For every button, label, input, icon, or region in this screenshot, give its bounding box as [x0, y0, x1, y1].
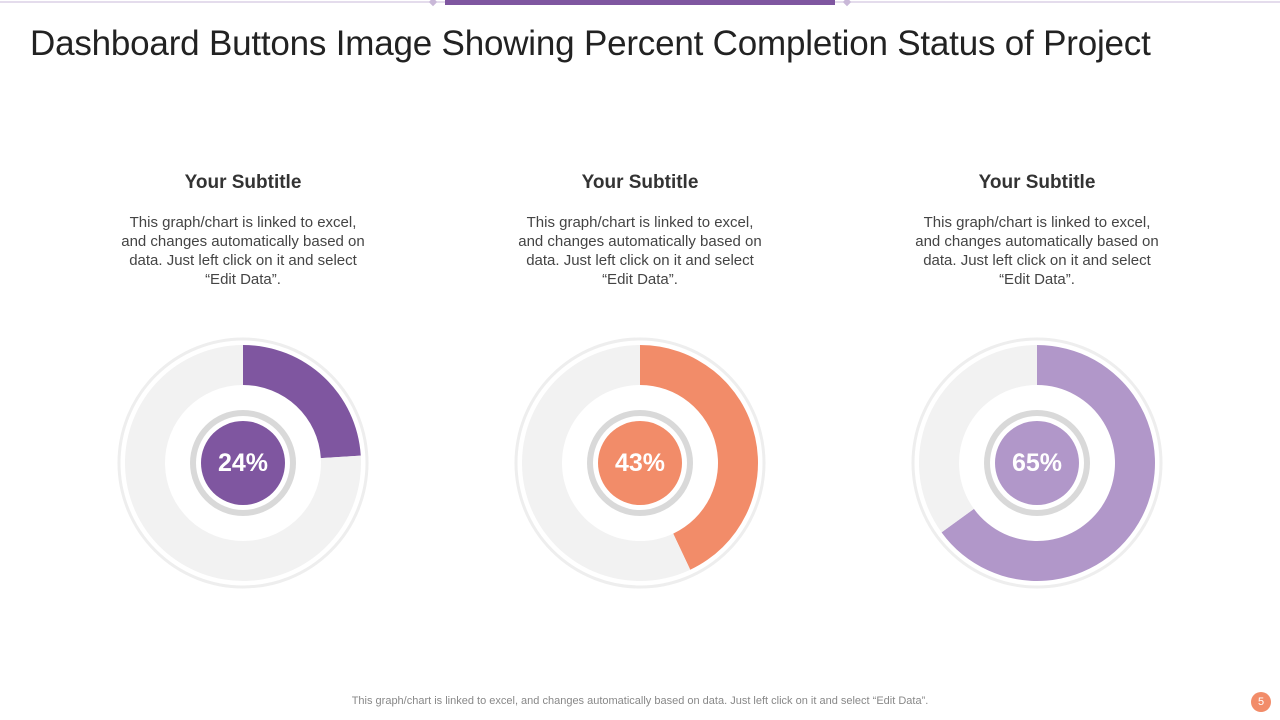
donut-segment	[522, 345, 691, 581]
center-disc	[201, 421, 285, 505]
description: This graph/chart is linked to excel, and…	[915, 214, 1159, 288]
description: This graph/chart is linked to excel, and…	[121, 214, 365, 288]
page-number: 5	[1258, 696, 1264, 708]
center-disc	[598, 421, 682, 505]
value-label: 43%	[615, 449, 665, 477]
donut-segment	[919, 345, 1037, 533]
slide-title: Dashboard Buttons Image Showing Percent …	[30, 24, 1151, 63]
value-label: 65%	[1012, 449, 1062, 477]
subtitle: Your Subtitle	[184, 172, 302, 193]
description: This graph/chart is linked to excel, and…	[518, 214, 762, 288]
donut-segment	[124, 345, 361, 581]
value-label: 24%	[218, 449, 268, 477]
page-badge	[1251, 692, 1271, 712]
subtitle: Your Subtitle	[978, 172, 1096, 193]
donut-segment	[941, 345, 1155, 581]
footer-note: This graph/chart is linked to excel, and…	[351, 695, 929, 707]
donut-segment	[640, 345, 759, 570]
top-diamond	[842, 0, 852, 7]
top-diamond	[428, 0, 438, 7]
donut-segment	[243, 345, 361, 459]
subtitle: Your Subtitle	[581, 172, 699, 193]
center-disc	[995, 421, 1079, 505]
top-bar	[445, 0, 835, 5]
